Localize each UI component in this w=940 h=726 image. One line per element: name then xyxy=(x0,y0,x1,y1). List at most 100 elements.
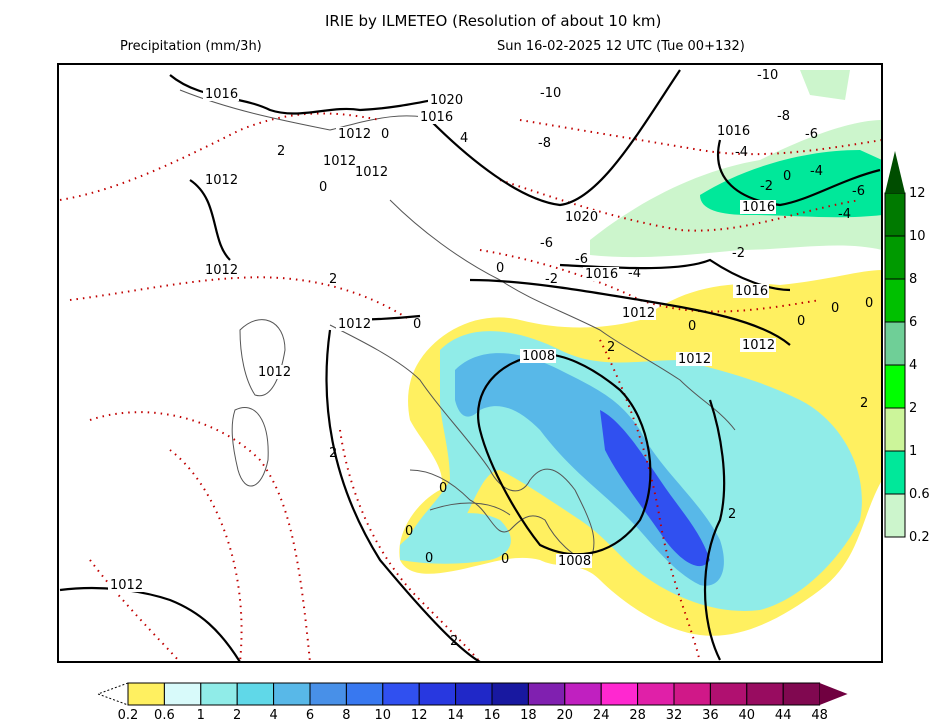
temperature-label: -6 xyxy=(540,236,553,251)
snow-colorbar-box xyxy=(884,407,906,452)
rain-colorbar-box xyxy=(527,682,566,706)
pressure-label-bg xyxy=(353,165,389,179)
temperature-label: 0 xyxy=(413,317,421,332)
pressure-label-bg xyxy=(428,93,464,107)
snow-colorbar-box xyxy=(884,450,906,495)
pressure-label: 1012 xyxy=(338,127,371,142)
temperature-label: 0 xyxy=(425,551,433,566)
snow-colorbar-box xyxy=(884,364,906,409)
temperature-label: 0 xyxy=(865,296,873,311)
pressure-label-bg xyxy=(676,352,712,366)
pressure-label: 1012 xyxy=(338,317,371,332)
rain-colorbar-label: 4 xyxy=(269,708,277,723)
rain-colorbar-label: 10 xyxy=(375,708,392,723)
rain-colorbar-over-arrow xyxy=(819,683,848,705)
rain-colorbar-box xyxy=(309,682,347,706)
temperature-label: 2 xyxy=(329,272,337,287)
rain-colorbar-box xyxy=(273,682,311,706)
variable-label: Precipitation (mm/3h) xyxy=(120,39,262,54)
pressure-label: 1008 xyxy=(522,349,555,364)
pressure-label-bg xyxy=(583,267,619,281)
rain-colorbar-label: 40 xyxy=(739,708,756,723)
pressure-label-bg xyxy=(733,284,769,298)
pressure-label-bg xyxy=(336,317,372,331)
pressure-label-bg xyxy=(556,554,592,568)
snow-colorbar-label: 6 xyxy=(909,315,917,330)
temperature-label: -4 xyxy=(810,164,823,179)
temperature-label: 0 xyxy=(319,180,327,195)
pressure-label: 1012 xyxy=(742,338,775,353)
rain-colorbar-label: 24 xyxy=(593,708,610,723)
temperature-label: 0 xyxy=(797,314,805,329)
pressure-label: 1012 xyxy=(110,578,143,593)
pressure-label: 1016 xyxy=(717,124,750,139)
rain-colorbar-box xyxy=(600,682,639,706)
pressure-labels: 1016 1020 1016 1012 1012 1012 1012 1012 1012 1012… xyxy=(108,87,776,593)
rain-colorbar-label: 16 xyxy=(484,708,501,723)
snow-colorbar-label: 0.6 xyxy=(909,487,930,502)
pressure-label-bg xyxy=(108,578,144,592)
coastlines xyxy=(179,89,736,561)
rain-area-10 xyxy=(600,410,710,567)
pressure-label: 1020 xyxy=(565,210,598,225)
map-frame xyxy=(57,63,883,663)
pressure-label-bg xyxy=(563,210,599,224)
rain-colorbar-box xyxy=(200,682,238,706)
pressure-label: 1016 xyxy=(735,284,768,299)
rain-colorbar-box xyxy=(382,682,420,706)
rain-colorbar-label: 14 xyxy=(447,708,464,723)
rain-colorbar: 0.2 0.6 1 2 4 6 8 10 12 14 16 18 20 24 28 32 36 40 44 48 xyxy=(96,682,848,723)
pressure-label: 1012 xyxy=(205,263,238,278)
temperature-label: -2 xyxy=(760,179,773,194)
temperature-label: -4 xyxy=(735,145,748,160)
rain-colorbar-box xyxy=(455,682,493,706)
temperature-label: 2 xyxy=(728,507,736,522)
rain-colorbar-label: 44 xyxy=(775,708,792,723)
pressure-label-bg xyxy=(203,263,239,277)
rain-colorbar-box xyxy=(345,682,384,706)
snow-colorbar-box xyxy=(884,192,906,237)
rain-colorbar-box xyxy=(491,682,529,706)
pressure-label: 1012 xyxy=(622,306,655,321)
snow-colorbar-label: 8 xyxy=(909,272,917,287)
temperature-label: -6 xyxy=(852,184,865,199)
pressure-label-bg xyxy=(520,349,556,363)
valid-time-label: Sun 16-02-2025 12 UTC (Tue 00+132) xyxy=(497,39,745,54)
rain-area-sicily xyxy=(400,513,511,564)
temperature-label: -4 xyxy=(838,207,851,222)
rain-colorbar-label: 18 xyxy=(520,708,537,723)
temperature-label: 0 xyxy=(381,127,389,142)
pressure-label: 1016 xyxy=(420,110,453,125)
snow-colorbar-label: 1 xyxy=(909,444,917,459)
rain-colorbar-label: 1 xyxy=(197,708,205,723)
temperature-label: 0 xyxy=(688,319,696,334)
temperature-label: 0 xyxy=(783,169,791,184)
rain-colorbar-under-arrow xyxy=(96,682,129,706)
snow-colorbar-label: 4 xyxy=(909,358,917,373)
pressure-label: 1012 xyxy=(355,165,388,180)
temperature-label: -2 xyxy=(732,246,745,261)
chart-title: IRIE by ILMETEO (Resolution of about 10 … xyxy=(325,12,662,30)
temperature-label: -10 xyxy=(540,86,561,101)
rain-colorbar-label: 12 xyxy=(411,708,428,723)
pressure-label: 1012 xyxy=(258,365,291,380)
temperature-label: 0 xyxy=(496,261,504,276)
pressure-label-bg xyxy=(740,338,776,352)
rain-colorbar-label: 32 xyxy=(666,708,683,723)
rain-colorbar-box xyxy=(418,682,457,706)
temperature-label: -8 xyxy=(538,136,551,151)
pressure-label: 1020 xyxy=(430,93,463,108)
rain-colorbar-label: 8 xyxy=(342,708,350,723)
pressure-label-bg xyxy=(321,154,357,168)
rain-colorbar-label: 28 xyxy=(629,708,646,723)
pressure-label-bg xyxy=(418,110,454,124)
snow-area-north xyxy=(800,70,850,100)
rain-colorbar-label: 36 xyxy=(702,708,719,723)
temperature-label: 2 xyxy=(277,144,285,159)
temperature-label: 0 xyxy=(405,524,413,539)
pressure-label-bg xyxy=(203,87,239,101)
temperature-label: -6 xyxy=(805,127,818,142)
snow-colorbar-box xyxy=(884,278,906,323)
pressure-label: 1016 xyxy=(205,87,238,102)
